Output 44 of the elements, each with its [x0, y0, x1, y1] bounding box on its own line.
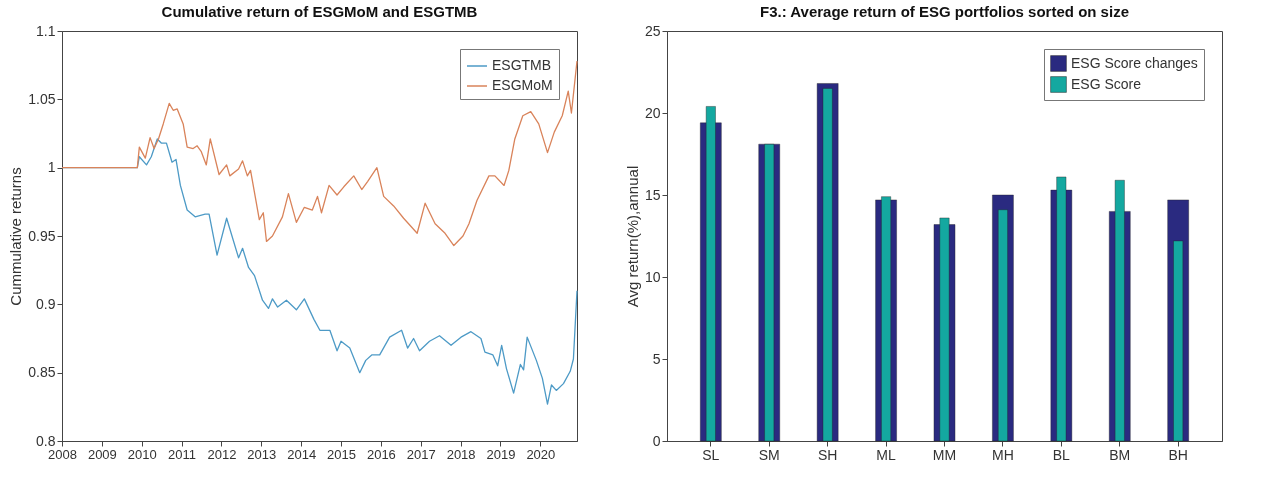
y-tick-label: 20 [644, 104, 661, 121]
x-tick-label: 2010 [127, 446, 157, 462]
y-axis-title: Cummulative returns [7, 167, 25, 306]
x-tick-label: 2009 [87, 446, 117, 462]
x-tick-label: 2016 [366, 446, 396, 462]
x-tick-label: SM [758, 446, 780, 463]
legend-label: ESGTMB [492, 57, 552, 73]
x-tick-label: 2019 [486, 446, 516, 462]
y-tick-label: 0 [652, 432, 661, 449]
y-tick-label: 15 [644, 186, 661, 203]
y-tick-label: 1.1 [36, 22, 56, 39]
x-tick-label: ML [876, 446, 897, 463]
x-tick-label: MM [932, 446, 957, 463]
y-tick-label: 1.05 [28, 90, 56, 107]
line-series [61, 60, 578, 247]
x-tick-label: 2017 [406, 446, 436, 462]
y-tick-label: 10 [644, 268, 661, 285]
x-tick-label: 2008 [48, 446, 77, 462]
chart-title: F3.: Average return of ESG portfolios sorted on size [760, 3, 1129, 20]
x-tick-label: SL [702, 446, 720, 463]
x-tick-label: BM [1109, 446, 1131, 463]
y-tick-label: 0.85 [28, 364, 56, 381]
y-tick-label: 0.95 [28, 227, 56, 244]
y-tick-label: 0.8 [36, 432, 56, 449]
y-tick-label: 1 [47, 159, 56, 176]
x-tick-label: 2020 [526, 446, 556, 462]
x-tick-label: 2015 [327, 446, 356, 462]
y-tick-label: 5 [652, 350, 661, 367]
x-tick-label: BL [1052, 446, 1071, 463]
y-tick-label: 25 [644, 22, 661, 39]
x-tick-label: MH [992, 446, 1014, 463]
x-tick-label: 2012 [207, 446, 237, 462]
legend-label: ESG Score changes [1071, 54, 1198, 71]
x-tick-label: 2014 [287, 446, 317, 462]
x-tick-label: 2011 [168, 446, 197, 462]
legend-label: ESGMoM [492, 77, 553, 93]
legend-label: ESG Score [1071, 75, 1142, 92]
x-tick-label: 2013 [247, 446, 277, 462]
x-tick-label: SH [817, 446, 838, 463]
x-tick-label: 2018 [446, 446, 476, 462]
x-tick-label: BH [1168, 446, 1188, 463]
y-axis-title: Avg return(%),annual [623, 165, 641, 308]
y-tick-label: 0.9 [36, 295, 56, 312]
chart-title: Cumulative return of ESGMoM and ESGTMB [161, 3, 478, 20]
